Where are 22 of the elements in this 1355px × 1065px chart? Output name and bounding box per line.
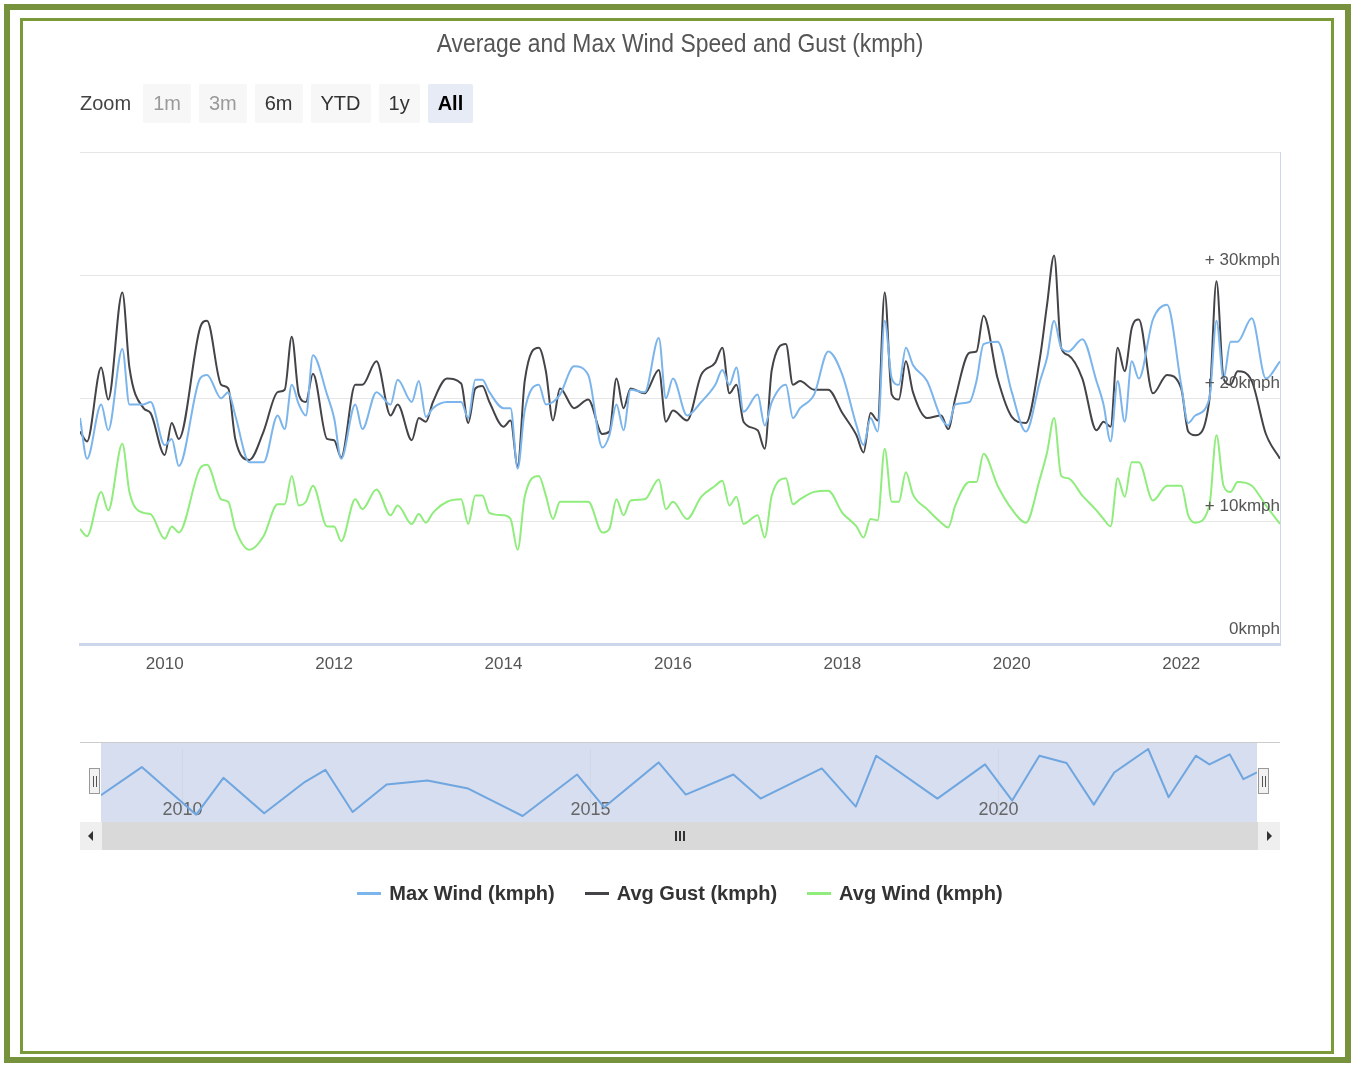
text: 6m xyxy=(254,84,303,123)
chart-title: Average and Max Wind Speed and Gust (kmph) xyxy=(435,28,925,59)
y-tick-label: + 30kmph xyxy=(1204,249,1280,269)
legend-label: Avg Gust (kmph) xyxy=(616,882,778,905)
text: Zoom xyxy=(80,92,132,115)
x-tick-label: 2016 xyxy=(654,654,692,674)
text: YTD xyxy=(310,84,371,123)
legend-label: Avg Wind (kmph) xyxy=(839,882,1003,905)
x-tick-label: 2010 xyxy=(145,654,184,674)
x-tick-label: 2020 xyxy=(978,798,1019,819)
x-tick-label: 2020 xyxy=(992,654,1031,674)
text: All xyxy=(427,84,474,123)
text: 1y xyxy=(378,84,420,123)
y-tick-label: 0kmph xyxy=(1228,619,1280,639)
x-tick-label: 2014 xyxy=(484,654,523,674)
x-tick-label: 2018 xyxy=(823,654,862,674)
x-tick-label: 2015 xyxy=(570,798,611,819)
x-tick-label: 2022 xyxy=(1162,654,1201,674)
text: 1m xyxy=(143,84,191,123)
text: 3m xyxy=(198,84,247,123)
legend-label: Max Wind (kmph) xyxy=(389,882,555,905)
x-tick-label: 2012 xyxy=(315,654,354,674)
